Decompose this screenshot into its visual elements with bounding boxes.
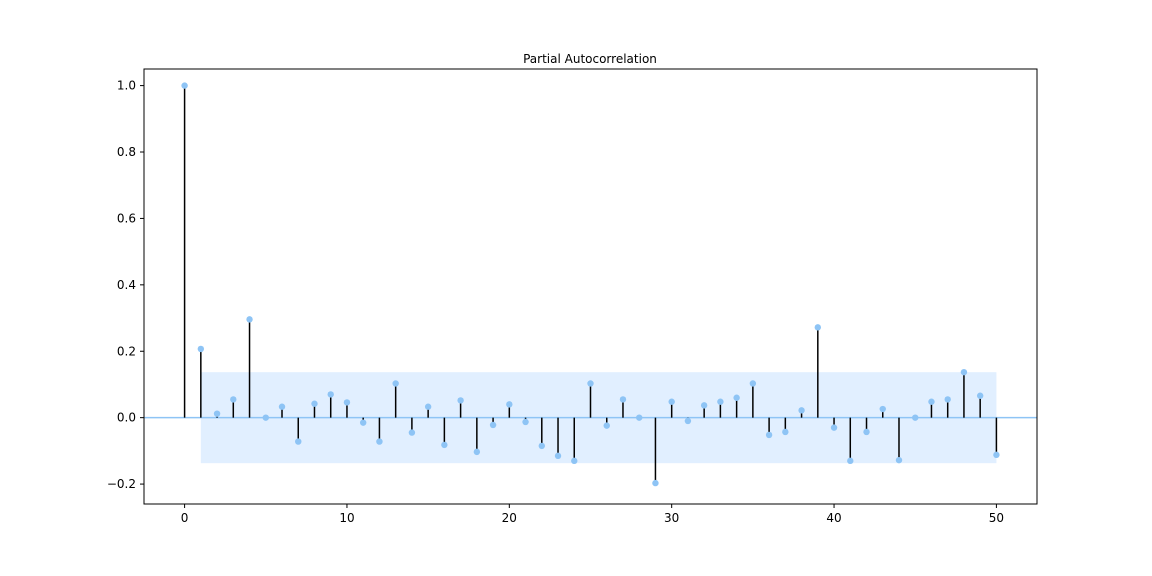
x-tick-label: 50 (989, 511, 1004, 525)
marker-lag-31 (684, 417, 692, 425)
y-tick-label: 0.6 (117, 211, 136, 225)
marker-lag-6 (278, 403, 286, 410)
marker-lag-2 (213, 410, 221, 417)
marker-lag-38 (798, 407, 805, 414)
marker-lag-30 (668, 398, 675, 405)
marker-lag-19 (489, 421, 497, 429)
marker-lag-7 (295, 438, 302, 445)
marker-lag-32 (700, 402, 708, 409)
plot-area (144, 82, 1037, 487)
marker-lag-5 (262, 414, 269, 421)
marker-lag-16 (441, 441, 448, 449)
x-tick-label: 40 (826, 511, 841, 525)
marker-lag-25 (587, 380, 594, 387)
marker-lag-21 (522, 418, 529, 426)
x-tick-label: 30 (664, 511, 679, 525)
marker-lag-28 (636, 414, 643, 421)
marker-lag-49 (976, 392, 984, 399)
plot-frame (143, 68, 1038, 505)
y-tick-label: 1.0 (117, 79, 136, 93)
marker-lag-9 (327, 391, 334, 398)
x-tick-label: 20 (502, 511, 517, 525)
marker-lag-13 (392, 380, 399, 387)
marker-lag-46 (928, 398, 935, 405)
marker-lag-15 (424, 403, 432, 410)
axes: 0 10 20 30 40 50 −0.2 0.0 0.2 0.4 0.6 0.8 1.0 (107, 68, 1038, 525)
marker-lag-12 (376, 438, 383, 445)
marker-lag-10 (343, 399, 351, 406)
marker-lag-39 (814, 324, 822, 331)
marker-lag-27 (619, 396, 627, 403)
marker-lag-29 (652, 479, 659, 487)
marker-lag-3 (230, 396, 237, 403)
x-tick-label: 10 (339, 511, 354, 525)
marker-lag-1 (197, 345, 205, 353)
marker-lag-47 (944, 396, 951, 403)
marker-lag-40 (830, 424, 838, 431)
marker-lag-22 (538, 442, 545, 450)
marker-lag-8 (311, 400, 318, 407)
y-tick-label: 0.2 (117, 344, 136, 358)
marker-lag-26 (603, 422, 610, 429)
marker-lag-18 (473, 448, 481, 456)
marker-lag-34 (733, 394, 740, 401)
marker-lag-17 (457, 397, 464, 404)
marker-lag-23 (554, 452, 562, 460)
marker-lag-24 (571, 457, 578, 465)
marker-lag-37 (782, 428, 789, 436)
marker-lag-33 (717, 398, 724, 405)
marker-lag-4 (246, 316, 253, 323)
marker-lag-43 (879, 405, 886, 413)
x-tick-label: 0 (181, 511, 189, 525)
marker-lag-35 (749, 380, 757, 387)
marker-lag-11 (359, 419, 367, 426)
marker-lag-42 (863, 428, 870, 436)
marker-lag-41 (847, 457, 854, 465)
y-tick-label: 0.8 (117, 145, 136, 159)
marker-lag-50 (993, 451, 1000, 459)
marker-lag-20 (506, 401, 513, 408)
marker-lag-36 (765, 431, 773, 439)
marker-lag-48 (960, 368, 968, 376)
marker-lag-45 (912, 414, 919, 421)
marker-lag-44 (895, 456, 903, 464)
marker-lag-0 (181, 82, 188, 89)
y-tick-label: −0.2 (107, 477, 136, 491)
y-tick-label: 0.0 (117, 411, 136, 425)
marker-lag-14 (408, 429, 416, 436)
y-tick-label: 0.4 (117, 278, 136, 292)
chart-title: Partial Autocorrelation (523, 52, 657, 66)
